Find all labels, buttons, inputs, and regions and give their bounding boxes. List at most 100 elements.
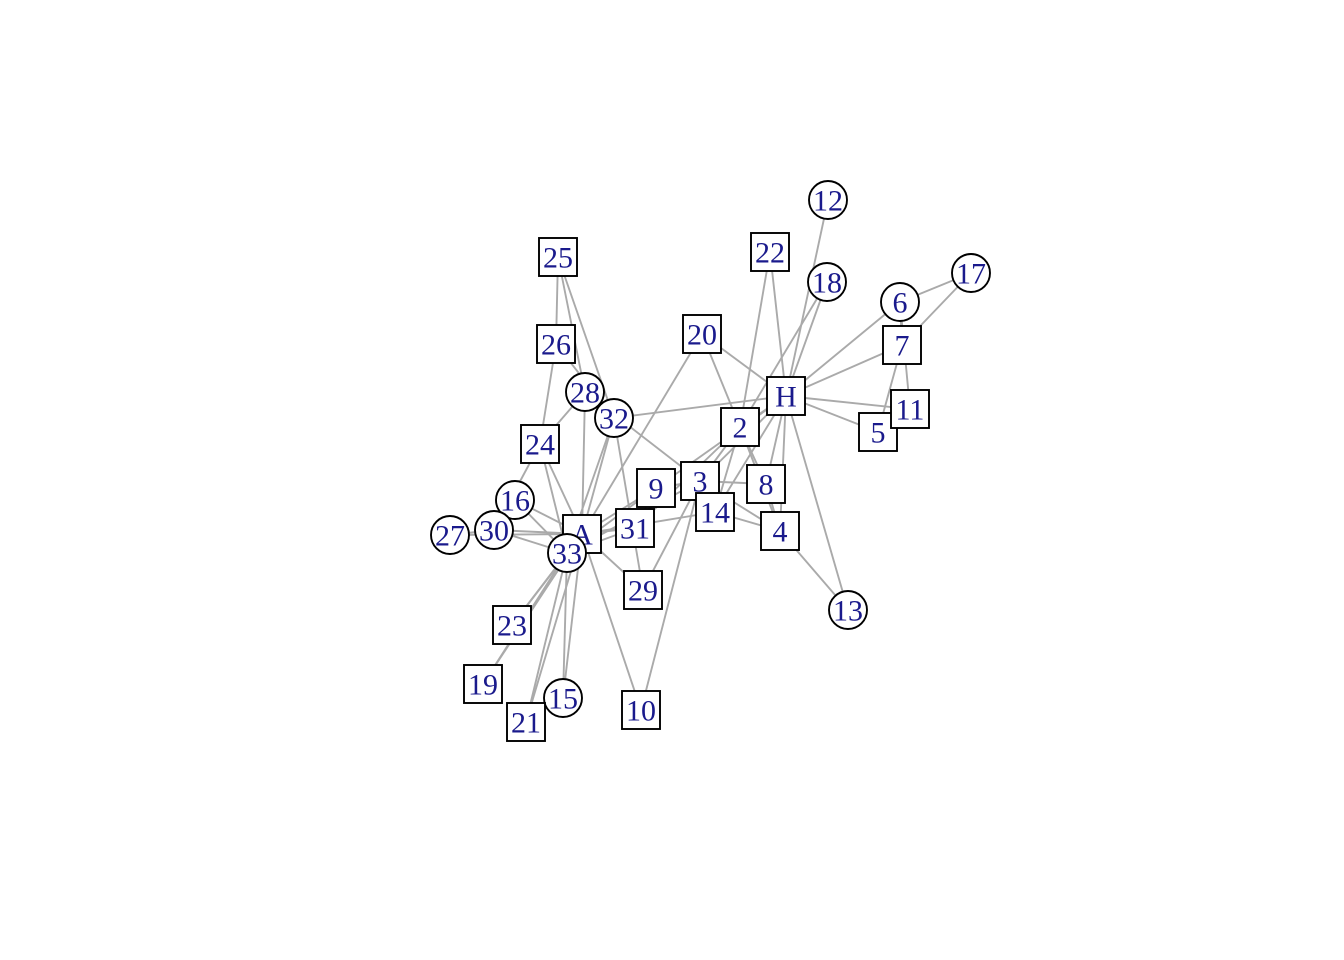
node-square <box>538 237 578 277</box>
node-label: 15 <box>548 683 578 716</box>
nodes-layer: AH23456789101112131415161718192021222324… <box>430 180 991 742</box>
node-square <box>615 508 655 548</box>
node-15: 15 <box>543 678 583 718</box>
node-label: 31 <box>620 513 650 546</box>
node-square <box>623 570 663 610</box>
node-9: 9 <box>636 468 676 508</box>
node-23: 23 <box>492 605 532 645</box>
node-label: 12 <box>813 185 843 218</box>
node-2: 2 <box>720 407 760 447</box>
node-label: 10 <box>626 695 656 728</box>
node-label: 5 <box>871 417 886 450</box>
node-square <box>695 492 735 532</box>
node-circle <box>880 282 920 322</box>
node-square <box>766 376 806 416</box>
edge-H-11 <box>785 395 911 410</box>
node-label: 24 <box>525 429 555 462</box>
node-24: 24 <box>520 424 560 464</box>
node-11: 11 <box>890 389 930 429</box>
node-12: 12 <box>808 180 848 220</box>
edge-21-33 <box>525 552 568 723</box>
node-square <box>720 407 760 447</box>
node-17: 17 <box>951 253 991 293</box>
node-circle <box>474 510 514 550</box>
node-label: 13 <box>833 595 863 628</box>
node-20: 20 <box>682 314 722 354</box>
node-square <box>463 664 503 704</box>
node-label: 21 <box>511 707 541 740</box>
node-32: 32 <box>594 398 634 438</box>
node-label: 4 <box>773 516 788 549</box>
node-28: 28 <box>565 372 605 412</box>
node-label: 22 <box>755 237 785 270</box>
node-label: 25 <box>543 242 573 275</box>
node-label: 2 <box>733 412 748 445</box>
edge-10-A <box>581 533 642 711</box>
node-circle <box>430 515 470 555</box>
node-square <box>621 690 661 730</box>
node-label: 33 <box>552 538 582 571</box>
node-square <box>750 232 790 272</box>
edge-H-4 <box>779 395 787 532</box>
node-label: 26 <box>541 329 571 362</box>
node-square <box>520 424 560 464</box>
node-label: 9 <box>649 473 664 506</box>
node-label: 20 <box>687 319 717 352</box>
node-square <box>760 511 800 551</box>
node-18: 18 <box>807 262 847 302</box>
node-square <box>636 468 676 508</box>
node-square <box>858 412 898 452</box>
edge-H-12 <box>785 199 829 397</box>
node-label: 27 <box>435 520 465 553</box>
node-label: H <box>775 381 797 414</box>
node-circle <box>828 590 868 630</box>
node-label: 32 <box>599 403 629 436</box>
node-13: 13 <box>828 590 868 630</box>
node-label: 28 <box>570 377 600 410</box>
node-circle <box>808 180 848 220</box>
node-label: 23 <box>497 610 527 643</box>
node-square <box>506 702 546 742</box>
edge-2-22 <box>739 251 771 428</box>
node-22: 22 <box>750 232 790 272</box>
node-square <box>882 325 922 365</box>
node-label: 8 <box>759 469 774 502</box>
node-label: 11 <box>896 394 925 427</box>
edge-29-32 <box>613 417 644 591</box>
node-circle <box>495 480 535 520</box>
node-label: 7 <box>895 330 910 363</box>
node-14: 14 <box>695 492 735 532</box>
node-square <box>682 314 722 354</box>
node-label: 18 <box>812 267 842 300</box>
node-25: 25 <box>538 237 578 277</box>
edge-20-A <box>581 333 703 535</box>
node-8: 8 <box>746 464 786 504</box>
node-31: 31 <box>615 508 655 548</box>
node-10: 10 <box>621 690 661 730</box>
node-square <box>536 324 576 364</box>
node-16: 16 <box>495 480 535 520</box>
node-label: 16 <box>500 485 530 518</box>
node-label: 6 <box>893 287 908 320</box>
node-circle <box>565 372 605 412</box>
node-26: 26 <box>536 324 576 364</box>
edge-27-A <box>449 533 583 536</box>
node-H: H <box>766 376 806 416</box>
node-4: 4 <box>760 511 800 551</box>
node-label: 19 <box>468 669 498 702</box>
edge-28-A <box>581 391 586 535</box>
node-square <box>492 605 532 645</box>
node-label: 29 <box>628 575 658 608</box>
node-label: 17 <box>956 258 986 291</box>
node-circle <box>547 533 587 573</box>
edge-15-33 <box>562 552 568 699</box>
node-27: 27 <box>430 515 470 555</box>
edge-H-13 <box>785 395 849 611</box>
node-5: 5 <box>858 412 898 452</box>
node-19: 19 <box>463 664 503 704</box>
node-7: 7 <box>882 325 922 365</box>
node-33: 33 <box>547 533 587 573</box>
node-label: 3 <box>693 466 708 499</box>
node-square <box>746 464 786 504</box>
